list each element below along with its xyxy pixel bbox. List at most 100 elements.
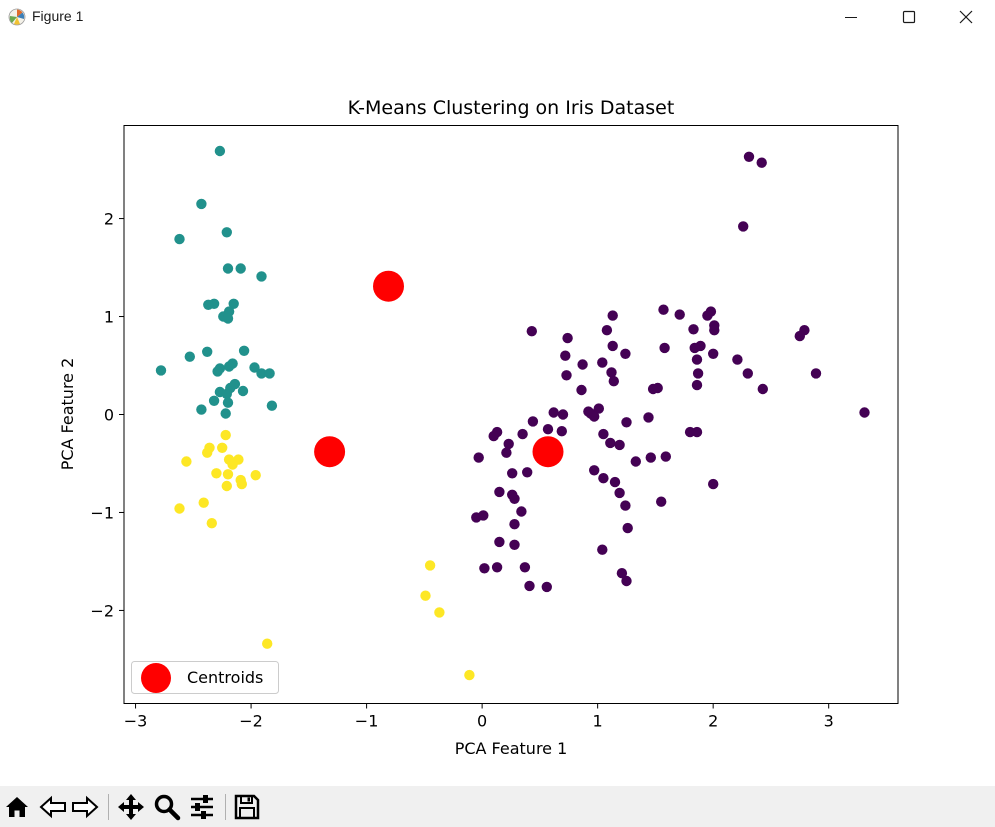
y-tick-label: −1 bbox=[90, 503, 114, 522]
cluster-0-point bbox=[542, 424, 554, 435]
home-icon bbox=[6, 797, 28, 817]
cluster-2-point bbox=[424, 560, 436, 571]
cluster-0-point bbox=[589, 411, 600, 422]
cluster-0-point bbox=[577, 359, 588, 370]
cluster-0-point bbox=[526, 326, 537, 337]
cluster-0-point bbox=[509, 519, 520, 530]
cluster-0-point bbox=[622, 522, 633, 534]
cluster-0-point bbox=[674, 309, 685, 320]
figure-canvas[interactable]: −3 −2 −1 0 1 2 3 −2 −1 0 1 2 K-Means Clustering on… bbox=[0, 34, 995, 786]
cluster-0-point bbox=[691, 426, 703, 438]
save-floppy-icon bbox=[234, 794, 260, 820]
configure-subplots-button[interactable] bbox=[187, 792, 217, 822]
cluster-0-point bbox=[647, 383, 659, 395]
cluster-0-point bbox=[702, 310, 713, 321]
forward-button[interactable] bbox=[70, 792, 100, 822]
zoom-button[interactable] bbox=[152, 792, 182, 822]
cluster-2-point bbox=[250, 470, 261, 481]
window-titlebar: Figure 1 bbox=[0, 0, 995, 34]
cluster-2-point bbox=[420, 590, 431, 601]
cluster-0-point bbox=[691, 354, 703, 365]
minimize-button[interactable] bbox=[822, 0, 880, 34]
cluster-1-point bbox=[184, 351, 195, 362]
cluster-0-point bbox=[691, 379, 703, 391]
cluster-0-point bbox=[479, 563, 490, 574]
cluster-1-point bbox=[235, 263, 246, 274]
cluster-0-point bbox=[576, 384, 587, 396]
window-title: Figure 1 bbox=[32, 8, 84, 24]
cluster-2-point bbox=[206, 518, 217, 529]
cluster-1-point bbox=[228, 298, 239, 309]
cluster-1-point bbox=[237, 385, 249, 397]
cluster-0-point bbox=[494, 486, 505, 498]
cluster-2-point bbox=[198, 497, 209, 508]
cluster-0-point bbox=[656, 496, 667, 507]
cluster-0-point bbox=[501, 447, 512, 458]
home-button[interactable] bbox=[2, 792, 32, 822]
maximize-button[interactable] bbox=[880, 0, 938, 34]
y-tick-label: 2 bbox=[104, 210, 114, 229]
cluster-2-point bbox=[236, 478, 247, 490]
cluster-0-point bbox=[643, 412, 654, 423]
centroid-marker bbox=[373, 270, 404, 302]
cluster-1-point bbox=[256, 271, 267, 282]
cluster-0-point bbox=[593, 403, 604, 414]
y-tick-label: 0 bbox=[104, 406, 114, 425]
cluster-0-point bbox=[794, 330, 805, 342]
cluster-0-point bbox=[757, 383, 768, 395]
cluster-1-point bbox=[249, 362, 260, 373]
cluster-1-point bbox=[203, 299, 214, 310]
cluster-0-point bbox=[557, 409, 569, 420]
cluster-1-point bbox=[208, 395, 220, 406]
cluster-2-point bbox=[181, 456, 192, 467]
cluster-0-point bbox=[709, 325, 720, 336]
back-button[interactable] bbox=[38, 792, 68, 822]
cluster-1-point bbox=[222, 313, 234, 324]
pan-button[interactable] bbox=[116, 792, 146, 822]
x-tick-label: −2 bbox=[239, 712, 263, 731]
save-button[interactable] bbox=[232, 792, 262, 822]
cluster-0-point bbox=[743, 151, 755, 162]
cluster-1-point bbox=[174, 233, 185, 245]
pan-move-icon bbox=[118, 794, 144, 820]
configure-subplots-icon bbox=[191, 795, 213, 819]
cluster-0-point bbox=[659, 342, 670, 354]
cluster-1-point bbox=[221, 388, 232, 400]
cluster-0-point bbox=[556, 426, 567, 437]
cluster-0-point bbox=[608, 376, 619, 387]
x-tick-label: 2 bbox=[708, 712, 718, 731]
cluster-0-point bbox=[688, 324, 699, 335]
scatter-chart: −3 −2 −1 0 1 2 3 −2 −1 0 1 2 K-Means Clustering on… bbox=[58, 97, 899, 758]
cluster-2-point bbox=[211, 468, 222, 479]
cluster-0-point bbox=[660, 451, 671, 462]
cluster-0-point bbox=[509, 493, 520, 504]
cluster-0-point bbox=[614, 487, 625, 499]
x-tick-label: −1 bbox=[355, 712, 379, 731]
cluster-1-point bbox=[264, 368, 275, 379]
y-tick-label: −2 bbox=[90, 601, 114, 620]
cluster-0-point bbox=[732, 354, 743, 365]
cluster-0-point bbox=[598, 428, 609, 440]
cluster-1-point bbox=[238, 345, 250, 356]
cluster-2-point bbox=[174, 503, 185, 514]
cluster-0-point bbox=[597, 544, 608, 555]
cluster-1-point bbox=[222, 263, 234, 274]
axes-frame bbox=[123, 125, 899, 704]
cluster-0-point bbox=[548, 407, 559, 418]
cluster-0-point bbox=[488, 430, 499, 442]
cluster-0-point bbox=[527, 416, 539, 427]
cluster-0-point bbox=[597, 357, 608, 368]
cluster-1-point bbox=[196, 404, 207, 415]
maximize-icon bbox=[902, 10, 916, 24]
cluster-0-point bbox=[562, 332, 573, 344]
cluster-0-point bbox=[524, 580, 535, 592]
centroid-marker bbox=[532, 436, 564, 468]
cluster-2-point bbox=[227, 459, 238, 470]
cluster-0-point bbox=[473, 452, 484, 463]
close-button[interactable] bbox=[937, 0, 995, 34]
cluster-1-point bbox=[155, 365, 167, 376]
minimize-icon bbox=[845, 17, 857, 18]
cluster-0-point bbox=[601, 325, 613, 336]
cluster-0-point bbox=[708, 478, 719, 490]
scatter-points bbox=[155, 145, 870, 681]
